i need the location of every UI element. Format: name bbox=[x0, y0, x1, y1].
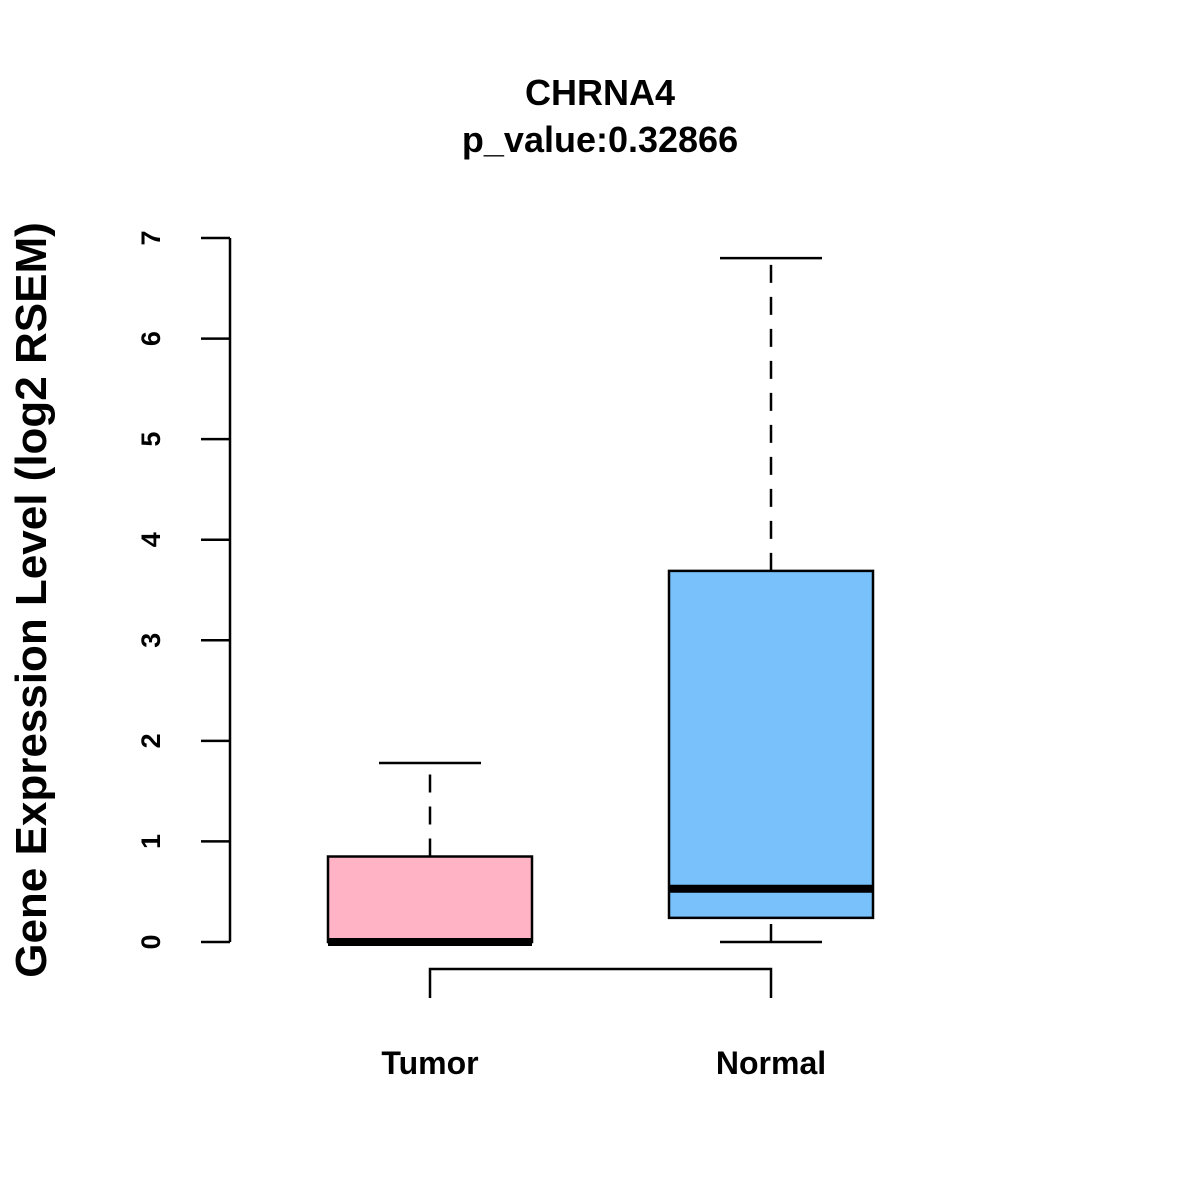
chart-title: CHRNA4 bbox=[525, 72, 675, 113]
y-tick-label: 2 bbox=[136, 733, 166, 748]
chart-subtitle: p_value:0.32866 bbox=[462, 119, 738, 160]
y-tick-label: 4 bbox=[136, 532, 166, 547]
box-tumor bbox=[326, 761, 534, 946]
y-tick-label: 1 bbox=[136, 834, 166, 849]
iqr-box bbox=[326, 855, 534, 944]
bracket-line bbox=[428, 967, 773, 998]
y-tick-label: 7 bbox=[136, 230, 166, 245]
y-tick-label: 0 bbox=[136, 934, 166, 949]
box-normal bbox=[667, 256, 875, 944]
y-tick-label: 3 bbox=[136, 633, 166, 648]
y-tick-label: 5 bbox=[136, 432, 166, 447]
boxes bbox=[326, 256, 875, 946]
comparison-bracket bbox=[428, 967, 773, 998]
category-label-tumor: Tumor bbox=[381, 1045, 478, 1081]
category-label-normal: Normal bbox=[716, 1045, 826, 1081]
y-axis: 0 1 2 3 4 5 6 7 bbox=[136, 230, 232, 950]
y-axis-label: Gene Expression Level (log2 RSEM) bbox=[7, 222, 56, 978]
y-tick-label: 6 bbox=[136, 331, 166, 346]
category-labels: Tumor Normal bbox=[381, 1045, 826, 1081]
iqr-box bbox=[667, 569, 875, 920]
